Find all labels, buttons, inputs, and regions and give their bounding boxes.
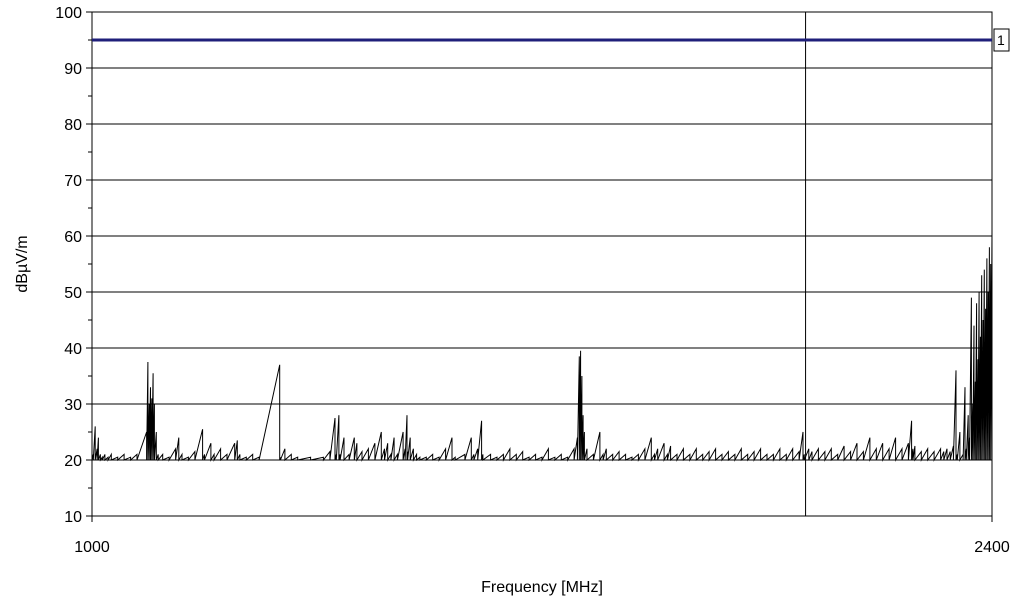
y-axis-title: dBµV/m bbox=[14, 235, 31, 292]
y-tick-label: 80 bbox=[64, 117, 82, 134]
y-tick-label: 10 bbox=[64, 509, 82, 526]
x-tick-label: 2400 bbox=[974, 539, 1010, 556]
y-tick-label: 40 bbox=[64, 341, 82, 358]
gridlines bbox=[86, 11, 992, 517]
limit-line-label-frame bbox=[993, 28, 1010, 52]
limit-line-label-box: 1 bbox=[993, 28, 1010, 52]
y-tick-label: 50 bbox=[64, 285, 82, 302]
y-tick-labels: 10 20 30 40 50 60 70 80 90 100 bbox=[55, 5, 82, 526]
y-tick-label: 20 bbox=[64, 453, 82, 470]
y-tick-label: 70 bbox=[64, 173, 82, 190]
y-tick-label: 60 bbox=[64, 229, 82, 246]
x-tick-label: 1000 bbox=[74, 539, 110, 556]
minor-ticks bbox=[88, 39, 92, 489]
y-tick-label: 30 bbox=[64, 397, 82, 414]
limit-line-label: 1 bbox=[997, 32, 1005, 48]
y-tick-label: 100 bbox=[55, 5, 82, 22]
plot-frame bbox=[91, 11, 993, 517]
x-axis-title: Frequency [MHz] bbox=[481, 579, 603, 596]
x-tick-labels: 1000 2400 bbox=[74, 516, 1010, 556]
series-trace bbox=[91, 230, 993, 462]
y-tick-label: 90 bbox=[64, 61, 82, 78]
